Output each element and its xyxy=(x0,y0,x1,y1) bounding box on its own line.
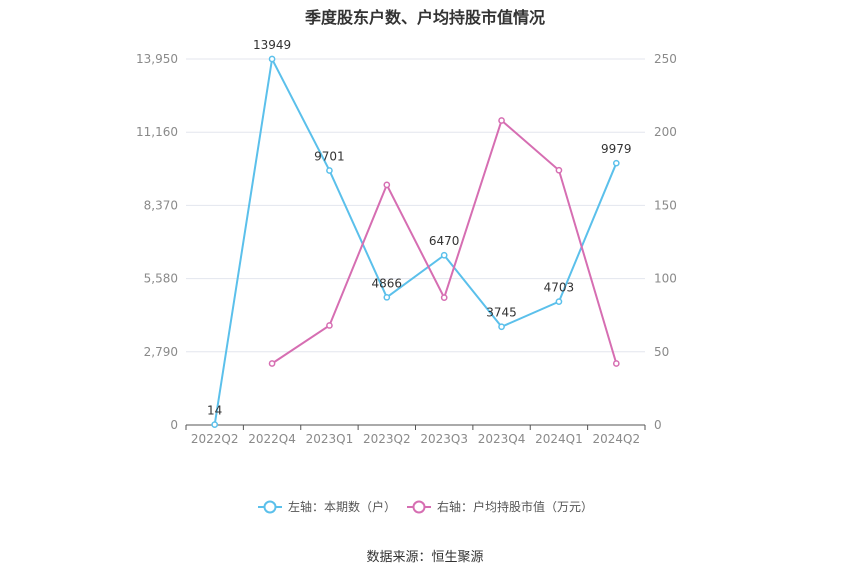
left-axis-tick-label: 0 xyxy=(170,418,178,432)
data-point-right[interactable] xyxy=(383,181,391,189)
legend-label-left-series: 左轴：本期数（户） xyxy=(288,499,396,514)
data-point-right[interactable] xyxy=(440,294,448,301)
right-axis-tick-label: 100 xyxy=(654,272,677,286)
right-axis-tick-label: 150 xyxy=(654,198,677,212)
x-axis-tick-label: 2024Q2 xyxy=(593,432,641,446)
data-label: 14 xyxy=(207,404,222,418)
chart-title: 季度股东户数、户均持股市值情况 xyxy=(304,8,545,27)
data-label: 9979 xyxy=(601,142,632,156)
data-labels: 14 13949 9701 4866 6470 3745 4703 9979 xyxy=(207,38,632,418)
right-axis-tick-label: 50 xyxy=(654,345,669,359)
legend: 左轴：本期数（户） 右轴：户均持股市值（万元） xyxy=(258,499,593,514)
left-axis-tick-label: 2,790 xyxy=(144,345,178,359)
left-axis-ticks: 0 2,790 5,580 8,370 11,160 13,950 xyxy=(136,52,178,432)
left-axis-tick-label: 11,160 xyxy=(136,125,178,139)
data-label: 13949 xyxy=(253,38,291,52)
data-point-left[interactable] xyxy=(612,159,620,167)
left-axis-tick-label: 8,370 xyxy=(144,198,178,212)
right-axis-ticks: 0 50 100 150 200 250 xyxy=(654,52,677,432)
series-line-left xyxy=(213,55,618,425)
data-point-left[interactable] xyxy=(555,298,563,305)
legend-item-left-series[interactable]: 左轴：本期数（户） xyxy=(258,499,396,514)
x-axis-tick-label: 2022Q4 xyxy=(248,432,296,446)
x-axis-tick-label: 2023Q3 xyxy=(420,432,468,446)
right-axis-tick-label: 0 xyxy=(654,418,662,432)
data-point-left[interactable] xyxy=(268,55,276,63)
legend-label-right-series: 右轴：户均持股市值（万元） xyxy=(437,499,593,514)
data-label: 4866 xyxy=(372,276,403,290)
data-point-left[interactable] xyxy=(383,293,391,301)
legend-marker-left-series xyxy=(263,500,277,514)
data-point-left[interactable] xyxy=(440,251,448,259)
data-label: 6470 xyxy=(429,234,460,248)
x-axis-tick-label: 2023Q4 xyxy=(478,432,526,446)
x-axis-tick-label: 2023Q2 xyxy=(363,432,411,446)
data-point-right[interactable] xyxy=(555,166,563,174)
series-layer xyxy=(211,55,620,428)
x-axis-tick-label: 2023Q1 xyxy=(306,432,354,446)
data-label: 4703 xyxy=(544,281,575,295)
data-point-right[interactable] xyxy=(268,360,276,367)
data-point-left[interactable] xyxy=(498,323,505,331)
data-point-right[interactable] xyxy=(326,322,333,329)
data-label: 9701 xyxy=(314,149,345,163)
data-point-left[interactable] xyxy=(211,421,219,428)
left-axis-tick-label: 13,950 xyxy=(136,52,178,66)
right-axis-tick-label: 250 xyxy=(654,52,677,66)
x-axis-ticks: 2022Q2 2022Q4 2023Q1 2023Q2 2023Q3 2023Q4 2024… xyxy=(185,424,646,446)
legend-item-right-series[interactable]: 右轴：户均持股市值（万元） xyxy=(407,499,593,514)
data-point-right[interactable] xyxy=(612,360,620,367)
left-axis-tick-label: 5,580 xyxy=(144,272,178,286)
data-point-right[interactable] xyxy=(498,117,505,124)
source-note: 数据来源：恒生聚源 xyxy=(366,550,484,565)
x-axis-tick-label: 2022Q2 xyxy=(191,432,239,446)
right-axis-tick-label: 200 xyxy=(654,125,677,139)
data-label: 3745 xyxy=(486,306,517,320)
legend-marker-right-series xyxy=(412,500,426,514)
x-axis-tick-label: 2024Q1 xyxy=(535,432,583,446)
data-point-left[interactable] xyxy=(326,167,333,174)
